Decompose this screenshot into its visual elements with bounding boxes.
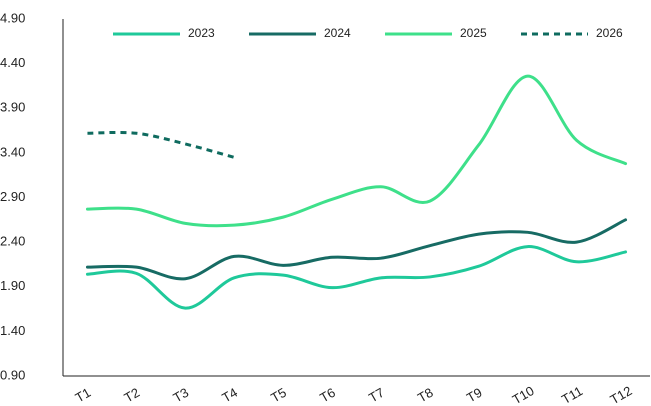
y-tick-label: 4.90 xyxy=(0,10,25,25)
x-tick-label: T9 xyxy=(464,385,485,406)
y-tick-label: 4.40 xyxy=(0,55,25,70)
line-series xyxy=(85,74,628,228)
legend-label: 2026 xyxy=(596,26,623,40)
x-tick-label: T7 xyxy=(366,385,387,406)
x-tick-label: T12 xyxy=(608,383,635,406)
legend-label: 2025 xyxy=(460,26,487,40)
x-tick-label: T3 xyxy=(170,385,191,406)
x-tick-label: T6 xyxy=(317,385,338,406)
x-tick-label: T10 xyxy=(510,383,537,406)
y-tick-label: 3.90 xyxy=(0,100,25,115)
x-tick-label: T2 xyxy=(122,385,143,406)
x-tick-label: T1 xyxy=(73,385,94,406)
legend-label: 2023 xyxy=(188,26,215,40)
line-series xyxy=(87,130,235,159)
y-tick-label: 0.90 xyxy=(0,367,25,382)
x-tick-label: T5 xyxy=(268,385,289,406)
x-tick-label: T4 xyxy=(219,385,240,406)
x-tick-label: T8 xyxy=(415,385,436,406)
y-tick-label: 2.40 xyxy=(0,234,25,249)
line-series xyxy=(85,245,628,310)
x-tick-label: T11 xyxy=(559,383,585,406)
line-series xyxy=(85,218,628,281)
y-tick-label: 1.90 xyxy=(0,278,25,293)
y-tick-label: 3.40 xyxy=(0,144,25,159)
y-tick-label: 2.90 xyxy=(0,189,25,204)
y-tick-label: 1.40 xyxy=(0,323,25,338)
legend-label: 2024 xyxy=(324,26,351,40)
